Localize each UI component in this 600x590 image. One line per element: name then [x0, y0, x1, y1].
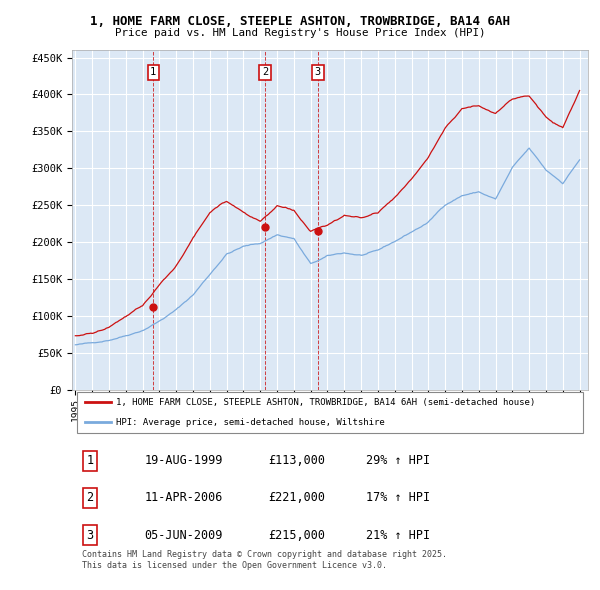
- Text: £113,000: £113,000: [268, 454, 325, 467]
- Text: Price paid vs. HM Land Registry's House Price Index (HPI): Price paid vs. HM Land Registry's House …: [115, 28, 485, 38]
- Text: 3: 3: [86, 529, 94, 542]
- Text: Contains HM Land Registry data © Crown copyright and database right 2025.
This d: Contains HM Land Registry data © Crown c…: [82, 550, 448, 569]
- Text: HPI: Average price, semi-detached house, Wiltshire: HPI: Average price, semi-detached house,…: [116, 418, 385, 427]
- Text: 17% ↑ HPI: 17% ↑ HPI: [366, 491, 430, 504]
- Text: 29% ↑ HPI: 29% ↑ HPI: [366, 454, 430, 467]
- Text: 19-AUG-1999: 19-AUG-1999: [144, 454, 223, 467]
- Text: 21% ↑ HPI: 21% ↑ HPI: [366, 529, 430, 542]
- Text: 05-JUN-2009: 05-JUN-2009: [144, 529, 223, 542]
- Text: 2: 2: [86, 491, 94, 504]
- Text: £221,000: £221,000: [268, 491, 325, 504]
- Text: 2: 2: [262, 67, 268, 77]
- Text: £215,000: £215,000: [268, 529, 325, 542]
- Text: 11-APR-2006: 11-APR-2006: [144, 491, 223, 504]
- Text: 1: 1: [86, 454, 94, 467]
- Text: 3: 3: [314, 67, 321, 77]
- Text: 1, HOME FARM CLOSE, STEEPLE ASHTON, TROWBRIDGE, BA14 6AH: 1, HOME FARM CLOSE, STEEPLE ASHTON, TROW…: [90, 15, 510, 28]
- Text: 1, HOME FARM CLOSE, STEEPLE ASHTON, TROWBRIDGE, BA14 6AH (semi-detached house): 1, HOME FARM CLOSE, STEEPLE ASHTON, TROW…: [116, 398, 535, 407]
- Text: 1: 1: [150, 67, 157, 77]
